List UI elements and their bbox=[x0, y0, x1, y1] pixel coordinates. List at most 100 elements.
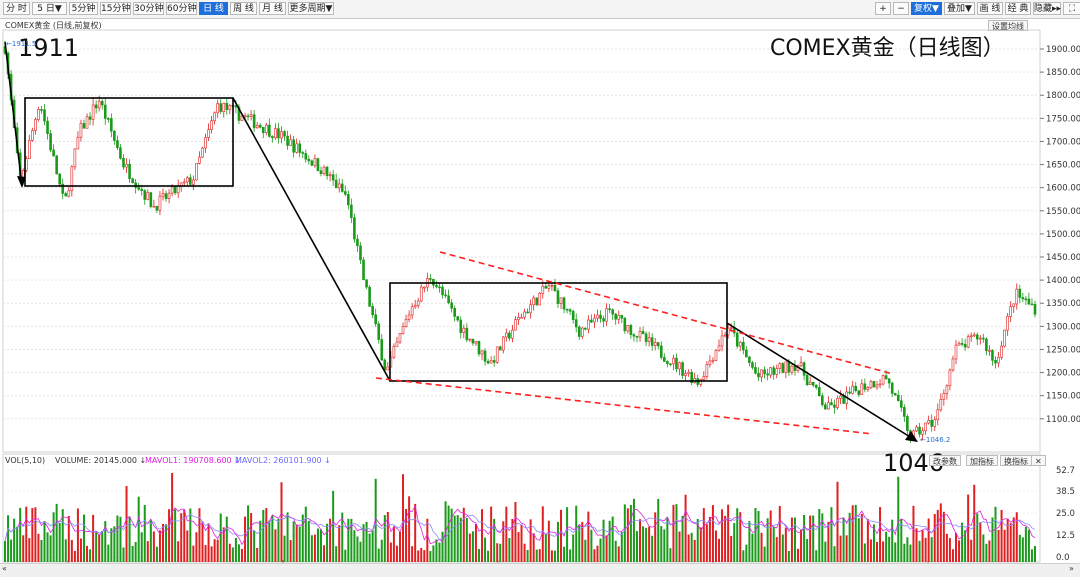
candle-body bbox=[584, 327, 587, 330]
candle-body bbox=[571, 310, 575, 320]
period-tab-9[interactable]: 更多周期▼ bbox=[288, 2, 334, 15]
volume-bar bbox=[921, 530, 924, 562]
period-tab-8[interactable]: 月 线 bbox=[259, 2, 286, 15]
candle-body bbox=[362, 259, 365, 281]
candle-body bbox=[486, 360, 490, 364]
period-tab-7[interactable]: 周 线 bbox=[230, 2, 257, 15]
candle-body bbox=[632, 334, 636, 337]
candle-body bbox=[252, 114, 256, 129]
tool-button-7[interactable]: ⛶ bbox=[1063, 2, 1080, 15]
tool-button-3[interactable]: 叠加▼ bbox=[944, 2, 975, 15]
period-tab-4[interactable]: 30分钟 bbox=[133, 2, 164, 15]
volume-bar bbox=[92, 514, 95, 562]
period-tab-6[interactable]: 日 线 bbox=[199, 2, 228, 15]
candle-body bbox=[186, 177, 189, 183]
volume-bar bbox=[648, 526, 651, 562]
candle-body bbox=[565, 308, 569, 311]
period-tab-0[interactable]: 分 时 bbox=[3, 2, 30, 15]
switch-indicator-button[interactable]: 换指标 bbox=[1000, 455, 1032, 466]
candle-body bbox=[787, 361, 791, 373]
tool-button-0[interactable]: + bbox=[875, 2, 891, 15]
volume-bar bbox=[666, 517, 669, 562]
candle-body bbox=[498, 346, 502, 351]
candle-body bbox=[76, 136, 80, 150]
tool-button-4[interactable]: 画 线 bbox=[977, 2, 1003, 15]
candle-body bbox=[690, 371, 693, 384]
scroll-left-icon[interactable]: « bbox=[2, 564, 7, 573]
tool-button-2[interactable]: 复权▼ bbox=[911, 2, 942, 15]
candle-body bbox=[343, 191, 347, 195]
candle-body bbox=[97, 101, 101, 109]
volume-bar bbox=[10, 539, 13, 562]
volume-bar bbox=[283, 535, 286, 562]
candle-body bbox=[107, 118, 110, 120]
volume-bar bbox=[110, 528, 113, 562]
volume-bar bbox=[408, 496, 411, 562]
volume-bar bbox=[28, 538, 31, 562]
tool-button-6[interactable]: 隐藏▸▸ bbox=[1033, 2, 1062, 15]
volume-bar bbox=[225, 516, 228, 562]
volume-bar bbox=[857, 518, 860, 562]
period-tab-1[interactable]: 5 日▼ bbox=[32, 2, 67, 15]
candle-body bbox=[675, 357, 678, 370]
candle-body bbox=[754, 367, 757, 374]
volume-bar bbox=[757, 511, 760, 562]
candle-body bbox=[717, 345, 721, 351]
volume-bar bbox=[642, 526, 645, 562]
candle-body bbox=[167, 192, 171, 199]
volume-bar bbox=[52, 512, 55, 562]
close-icon[interactable]: ✕ bbox=[1031, 455, 1046, 466]
volume-bar bbox=[420, 547, 423, 562]
add-indicator-button[interactable]: 加指标 bbox=[966, 455, 998, 466]
scroll-right-icon[interactable]: » bbox=[1069, 564, 1074, 573]
horizontal-scrollbar[interactable]: « » bbox=[0, 563, 1080, 577]
volume-bar bbox=[550, 550, 553, 562]
volume-bar bbox=[113, 526, 116, 562]
volume-bar bbox=[797, 548, 800, 562]
period-tab-2[interactable]: 5分钟 bbox=[69, 2, 98, 15]
volume-bar bbox=[13, 518, 16, 562]
volume-bar bbox=[481, 509, 484, 562]
volume-bar bbox=[465, 517, 468, 562]
candle-body bbox=[182, 181, 186, 184]
price-axis-label: 1100.00 bbox=[1046, 415, 1080, 425]
volume-bar bbox=[563, 546, 566, 562]
candle-body bbox=[927, 419, 930, 424]
candle-body bbox=[46, 120, 49, 134]
candle-body bbox=[605, 308, 608, 322]
period-tab-3[interactable]: 15分钟 bbox=[100, 2, 131, 15]
trend-line-drop-2011 bbox=[4, 41, 23, 187]
candle-body bbox=[131, 178, 134, 184]
candle-body bbox=[875, 384, 879, 388]
price-axis-label: 1750.00 bbox=[1046, 114, 1080, 124]
candle-body bbox=[748, 356, 751, 363]
volume-bar bbox=[101, 531, 104, 562]
candle-body bbox=[514, 319, 517, 331]
volume-bar bbox=[739, 512, 742, 562]
candle-body bbox=[650, 337, 654, 346]
tool-button-1[interactable]: − bbox=[893, 2, 909, 15]
candle-body bbox=[720, 335, 724, 347]
period-tab-5[interactable]: 60分钟 bbox=[166, 2, 197, 15]
volume-bar bbox=[228, 543, 231, 562]
candle-body bbox=[289, 139, 292, 146]
candle-body bbox=[933, 419, 937, 427]
candle-body bbox=[896, 394, 900, 401]
volume-bar bbox=[523, 543, 526, 562]
volume-bar bbox=[818, 509, 821, 562]
change-params-button[interactable]: 改参数 bbox=[929, 455, 961, 466]
volume-bar bbox=[326, 523, 329, 562]
candle-body bbox=[307, 158, 311, 162]
candle-body bbox=[219, 103, 223, 112]
tool-button-5[interactable]: 经 典 bbox=[1005, 2, 1031, 15]
candle-body bbox=[538, 293, 542, 306]
volume-bar bbox=[520, 524, 523, 562]
candle-body bbox=[991, 350, 994, 361]
candle-body bbox=[492, 360, 496, 363]
volume-bar bbox=[711, 505, 714, 562]
volume-bar bbox=[350, 518, 353, 562]
volume-bar bbox=[620, 532, 623, 562]
candle-body bbox=[201, 147, 204, 158]
volume-bar bbox=[763, 546, 766, 562]
